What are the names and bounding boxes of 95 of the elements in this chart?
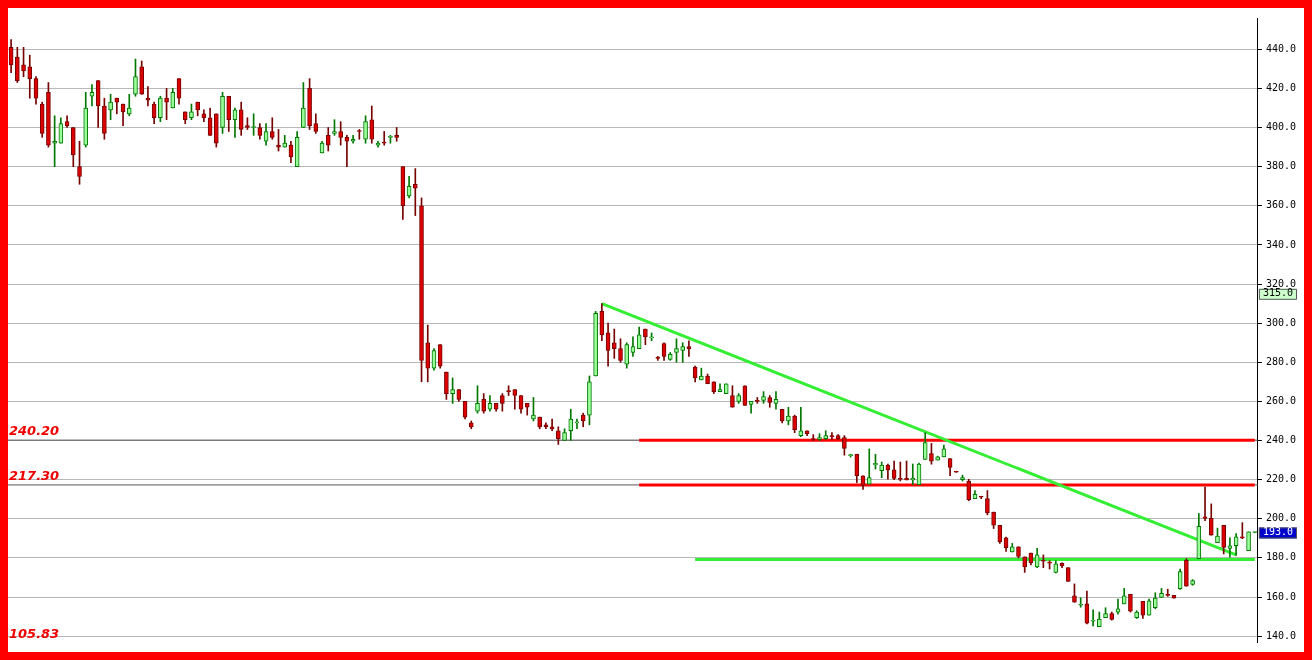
- candlestick: [1202, 486, 1208, 522]
- y-tick-label: 260.0: [1265, 394, 1297, 406]
- candlestick: [705, 373, 710, 385]
- candlestick: [21, 47, 26, 78]
- candlestick: [879, 461, 885, 479]
- candlestick: [1246, 531, 1251, 551]
- candlestick: [245, 117, 250, 130]
- candlestick: [574, 418, 580, 430]
- candlestick: [301, 82, 306, 128]
- candlestick: [381, 131, 387, 146]
- text: 193.0: [1262, 526, 1294, 538]
- candlestick: [985, 490, 990, 516]
- candlestick: [736, 393, 741, 404]
- candlestick: [158, 95, 163, 122]
- candlestick: [1078, 597, 1083, 608]
- candlestick: [220, 92, 225, 134]
- candlestick: [394, 127, 399, 142]
- candlestick: [866, 448, 872, 485]
- candlestick: [444, 371, 449, 400]
- candlestick: [189, 103, 194, 121]
- y-tick-label: 140.0: [1265, 629, 1297, 641]
- annotation: 105.83: [9, 625, 60, 641]
- candlestick: [1227, 537, 1233, 558]
- candlestick: [556, 426, 561, 445]
- candlestick: [680, 342, 686, 363]
- y-tick-label: 180.0: [1265, 551, 1297, 563]
- text: 315.0: [1262, 287, 1294, 299]
- candlestick: [332, 119, 337, 136]
- candlestick: [1184, 558, 1189, 587]
- candlestick: [450, 377, 455, 404]
- candlestick: [1159, 588, 1164, 598]
- candlestick: [1134, 610, 1139, 619]
- candlestick: [649, 332, 654, 342]
- candlestick: [1215, 527, 1220, 543]
- candlestick: [213, 113, 219, 148]
- candlestick: [52, 115, 57, 167]
- candlestick: [102, 97, 107, 140]
- candlestick: [991, 511, 996, 529]
- y-tick-label: 440.0: [1265, 42, 1297, 54]
- candlestick: [730, 385, 735, 408]
- candlestick: [412, 168, 418, 216]
- y-tick-label: 380.0: [1265, 160, 1297, 172]
- candlestick: [1041, 554, 1046, 568]
- candlestick: [618, 338, 623, 363]
- y-tick-label: 220.0: [1265, 473, 1297, 485]
- candlestick: [1240, 522, 1245, 540]
- candlestick: [1047, 560, 1052, 570]
- y-tick-label: 360.0: [1265, 199, 1297, 211]
- candlestick: [960, 474, 965, 482]
- candlestick: [1097, 611, 1102, 627]
- candlestick: [611, 328, 617, 359]
- candlestick: [133, 58, 138, 97]
- candlestick: [388, 135, 393, 144]
- candlestick: [786, 406, 791, 426]
- y-tick-label: 300.0: [1265, 316, 1297, 328]
- candlestick: [929, 443, 934, 465]
- candlestick: [817, 433, 822, 441]
- candlestick: [953, 470, 959, 473]
- candlestick: [674, 338, 679, 363]
- candlestick: [307, 78, 312, 130]
- candlestick: [195, 101, 200, 117]
- candlestick: [1072, 583, 1077, 603]
- candlestick: [686, 340, 692, 357]
- candlestick: [562, 428, 567, 441]
- candlestick: [1016, 546, 1021, 559]
- y-tick-label: 280.0: [1265, 355, 1297, 367]
- y-tick-label: 200.0: [1265, 512, 1297, 524]
- candlestick: [475, 385, 480, 414]
- candlestick: [643, 328, 648, 345]
- y-tick-label: 400.0: [1265, 121, 1297, 133]
- y-tick-label: 240.0: [1265, 434, 1297, 446]
- candlestick: [15, 47, 20, 83]
- candlestick: [108, 93, 113, 121]
- y-tick-label: 160.0: [1265, 590, 1297, 602]
- candlestick: [1090, 609, 1096, 627]
- candlestick: [419, 197, 424, 383]
- ref-line-label: 240.20: [9, 423, 60, 438]
- ref-line-label: 217.30: [9, 467, 60, 483]
- candlestick: [145, 86, 151, 107]
- candlestick: [792, 414, 797, 434]
- candlestick: [338, 121, 344, 146]
- candlestick: [587, 375, 592, 426]
- candlestick: [842, 435, 847, 456]
- candlestick: [46, 82, 51, 148]
- y-tick-label: 340.0: [1265, 238, 1297, 250]
- candlestick: [363, 115, 368, 144]
- candlestick: [77, 140, 82, 185]
- y-tick-label: 420.0: [1265, 82, 1297, 94]
- y-tick-label: 320.0: [1265, 277, 1297, 289]
- candlestick: [500, 393, 505, 412]
- candlestick: [1190, 579, 1195, 586]
- candlestick: [761, 391, 766, 404]
- candlestick: [1103, 607, 1108, 618]
- candlestick: [537, 416, 542, 430]
- candlestick: [1128, 593, 1133, 613]
